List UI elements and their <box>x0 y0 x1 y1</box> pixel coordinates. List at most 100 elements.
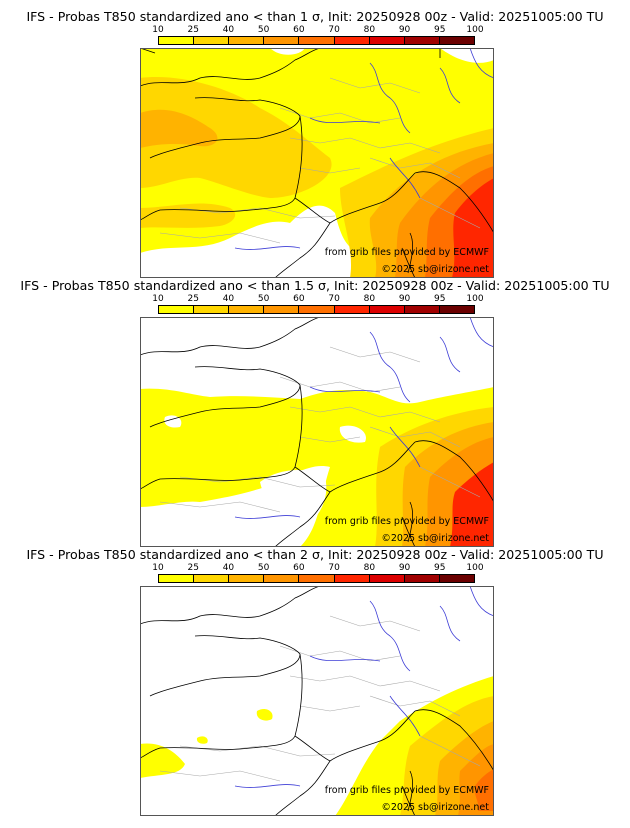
colorbar-ticks: 10 25 40 50 60 70 80 90 95 100 <box>152 25 483 36</box>
colorbar-segment <box>229 575 265 582</box>
coastlines <box>140 317 494 547</box>
admin-borders <box>159 77 481 244</box>
colorbar-tick-label: 50 <box>257 294 270 304</box>
colorbar-tick-label: 60 <box>293 25 305 35</box>
coastlines <box>140 586 494 816</box>
colorbar-segment <box>194 37 230 44</box>
colorbar-tick-label: 70 <box>328 294 340 304</box>
colorbar-tick-label: 25 <box>187 25 199 35</box>
prob-area-25-40 <box>140 77 332 198</box>
colorbar-tick-label: 80 <box>363 25 376 35</box>
coastlines <box>140 48 494 278</box>
colorbar-tick-label: 25 <box>187 563 199 573</box>
map-svg <box>140 586 494 816</box>
colorbar-tick-label: 90 <box>398 25 411 35</box>
map-title: IFS - Probas T850 standardized ano < tha… <box>26 547 604 562</box>
credit-copyright: ©2025 sb@irizone.net <box>381 533 489 544</box>
rivers <box>234 48 494 250</box>
colorbar-segment <box>369 37 405 44</box>
credit-copyright: ©2025 sb@irizone.net <box>381 802 489 813</box>
rivers <box>234 317 494 519</box>
colorbar-tick-label: 90 <box>398 563 411 573</box>
prob-area-10-25 <box>256 708 273 721</box>
colorbar-tick-label: 95 <box>434 294 446 304</box>
colorbar-ticks: 10 25 40 50 60 70 80 90 95 100 <box>152 294 483 305</box>
prob-area-no-signal <box>339 425 366 443</box>
colorbar-segment <box>369 575 405 582</box>
colorbar-segment <box>159 306 195 313</box>
colorbar-tick-label: 100 <box>466 563 484 573</box>
prob-area-70-80 <box>450 462 494 547</box>
colorbar-segment <box>439 37 474 44</box>
colorbar-segment <box>299 575 335 582</box>
colorbar-tick-label: 60 <box>293 563 305 573</box>
probability-map: from grib files provided by ECMWF ©2025 … <box>140 317 494 547</box>
colorbar-segment <box>299 37 335 44</box>
colorbar-segment <box>439 575 474 582</box>
prob-area-no-signal <box>440 48 494 63</box>
colorbar-segment <box>334 306 370 313</box>
colorbar-segment <box>264 575 300 582</box>
colorbar <box>158 305 475 314</box>
prob-area-no-signal <box>260 470 327 527</box>
colorbar-ticks: 10 25 40 50 60 70 80 90 95 100 <box>152 563 483 574</box>
colorbar-tick-label: 100 <box>466 25 484 35</box>
colorbar-tick-label: 40 <box>222 25 235 35</box>
colorbar-tick-label: 25 <box>187 294 199 304</box>
colorbar-segment <box>229 306 265 313</box>
probability-map: from grib files provided by ECMWF ©2025 … <box>140 586 494 816</box>
colorbar-tick-label: 10 <box>152 294 164 304</box>
colorbar-tick-label: 50 <box>257 25 270 35</box>
prob-area-no-signal <box>140 205 385 278</box>
colorbar-segment <box>334 575 370 582</box>
map-title: IFS - Probas T850 standardized ano < tha… <box>26 9 604 24</box>
prob-area-10-25 <box>196 736 208 744</box>
credit-source: from grib files provided by ECMWF <box>324 516 489 527</box>
colorbar-tick-label: 80 <box>363 563 376 573</box>
map-panel-2: IFS - Probas T850 standardized ano < tha… <box>0 278 630 547</box>
admin-borders <box>159 615 481 782</box>
credit-copyright: ©2025 sb@irizone.net <box>381 264 489 275</box>
colorbar-tick-label: 100 <box>466 294 484 304</box>
colorbar-tick-label: 70 <box>328 25 340 35</box>
colorbar-segment <box>404 306 440 313</box>
colorbar-tick-label: 90 <box>398 294 411 304</box>
prob-area-40-50 <box>140 109 218 148</box>
colorbar-tick-label: 70 <box>328 563 340 573</box>
colorbar-segment <box>194 575 230 582</box>
map-panel-1: IFS - Probas T850 standardized ano < tha… <box>0 9 630 278</box>
colorbar-tick-label: 60 <box>293 294 305 304</box>
colorbar-segment <box>439 306 474 313</box>
colorbar-segment <box>194 306 230 313</box>
colorbar-segment <box>264 306 300 313</box>
admin-borders <box>159 346 481 513</box>
map-svg <box>140 48 494 278</box>
map-panel-3: IFS - Probas T850 standardized ano < tha… <box>0 547 630 816</box>
colorbar-segment <box>299 306 335 313</box>
colorbar-tick-label: 50 <box>257 563 270 573</box>
colorbar-tick-label: 40 <box>222 563 235 573</box>
colorbar-segment <box>369 306 405 313</box>
colorbar-segment <box>404 37 440 44</box>
colorbar-segment <box>404 575 440 582</box>
colorbar <box>158 36 475 45</box>
colorbar-segment <box>159 37 195 44</box>
map-svg <box>140 317 494 547</box>
colorbar-tick-label: 40 <box>222 294 235 304</box>
colorbar-tick-label: 10 <box>152 25 164 35</box>
colorbar-tick-label: 95 <box>434 25 446 35</box>
prob-area-70-80 <box>452 178 494 278</box>
colorbar <box>158 574 475 583</box>
colorbar-segment <box>159 575 195 582</box>
credit-source: from grib files provided by ECMWF <box>324 247 489 258</box>
map-title: IFS - Probas T850 standardized ano < tha… <box>20 278 610 293</box>
colorbar-segment <box>229 37 265 44</box>
colorbar-segment <box>264 37 300 44</box>
prob-area-no-signal <box>270 48 305 55</box>
probability-map: from grib files provided by ECMWF ©2025 … <box>140 48 494 278</box>
prob-area-60-70 <box>474 769 494 811</box>
colorbar-tick-label: 80 <box>363 294 376 304</box>
rivers <box>234 586 494 788</box>
colorbar-segment <box>334 37 370 44</box>
colorbar-tick-label: 95 <box>434 563 446 573</box>
